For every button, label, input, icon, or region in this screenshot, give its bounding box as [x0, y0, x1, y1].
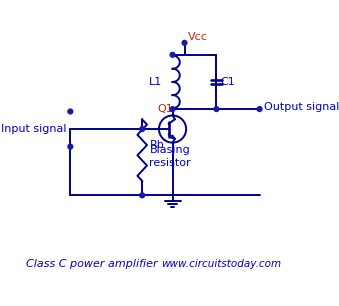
Text: Q1: Q1: [157, 104, 173, 114]
Circle shape: [182, 40, 187, 45]
Text: Output signal: Output signal: [263, 103, 339, 113]
Circle shape: [170, 107, 175, 111]
Text: www.circuitstoday.com: www.circuitstoday.com: [161, 259, 281, 269]
Text: C1: C1: [220, 77, 235, 87]
Circle shape: [68, 109, 73, 114]
Text: Biasing
resistor: Biasing resistor: [149, 145, 191, 168]
Circle shape: [214, 107, 219, 111]
Text: Class C power amplifier: Class C power amplifier: [26, 259, 158, 269]
Circle shape: [140, 127, 145, 132]
Polygon shape: [171, 135, 175, 139]
Circle shape: [170, 52, 175, 57]
Text: Vcc: Vcc: [188, 32, 207, 42]
Circle shape: [68, 144, 73, 149]
Text: L1: L1: [149, 77, 162, 87]
Text: Input signal: Input signal: [1, 124, 66, 134]
Circle shape: [140, 193, 145, 198]
Circle shape: [257, 107, 262, 111]
Text: Rb: Rb: [149, 140, 164, 150]
